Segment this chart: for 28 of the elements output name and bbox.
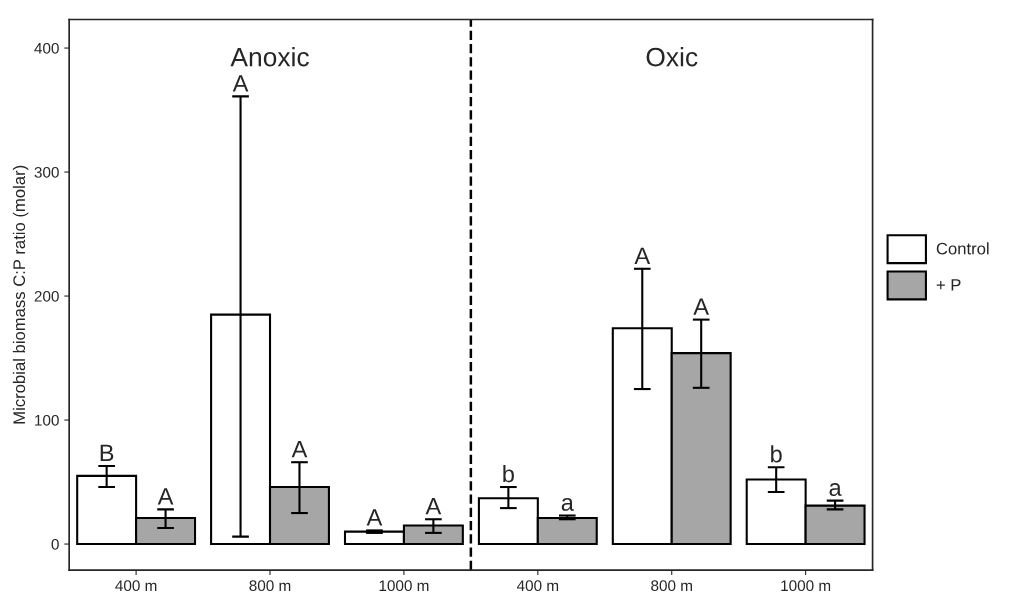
y-axis-title: Microbial biomass C:P ratio (molar) — [12, 165, 29, 424]
x-tick-label: 1000 m — [379, 580, 429, 592]
annotation: a — [561, 497, 574, 511]
y-tick-label: 300 — [34, 166, 59, 178]
x-tick-label: 1000 m — [781, 580, 831, 592]
annotation: A — [232, 75, 249, 92]
annotation: A — [366, 509, 383, 526]
y-tick-label: 200 — [34, 290, 59, 302]
legend-label: + P — [936, 279, 961, 291]
annotation: A — [634, 247, 651, 264]
annotation: B — [100, 444, 114, 462]
annotation: A — [157, 488, 174, 505]
annotation: Oxic — [646, 47, 698, 67]
annotation: b — [771, 445, 782, 463]
legend-label: Control — [936, 242, 989, 255]
annotation: A — [291, 441, 308, 458]
annotation: Anoxic — [230, 47, 309, 67]
annotation: b — [503, 465, 514, 483]
y-tick-label: 400 — [34, 42, 59, 54]
annotation: A — [693, 298, 710, 315]
annotation: A — [425, 498, 442, 515]
x-tick-label: 400 m — [115, 580, 157, 592]
y-tick-label: 0 — [51, 538, 59, 550]
annotation: a — [829, 483, 842, 496]
x-tick-label: 800 m — [651, 580, 692, 592]
x-tick-label: 400 m — [516, 580, 559, 592]
y-tick-label: 100 — [35, 414, 59, 426]
x-tick-label: 800 m — [249, 580, 291, 592]
